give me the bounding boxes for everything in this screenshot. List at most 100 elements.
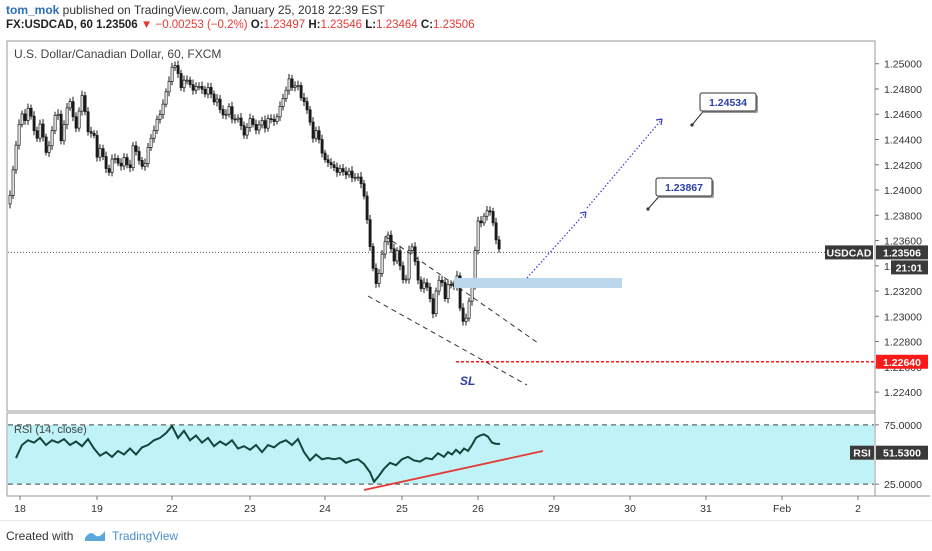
candle-body — [11, 169, 15, 196]
candle-body — [116, 158, 120, 164]
time-tick-label: 30 — [624, 503, 636, 515]
candle-body — [56, 113, 60, 116]
target-callout-1-box — [699, 92, 757, 112]
candle-body — [176, 65, 180, 74]
candle-body — [200, 86, 204, 90]
candle-body — [29, 107, 33, 117]
candle-body — [329, 162, 333, 166]
candle-body — [476, 220, 480, 251]
chart-header: tom_mok published on TradingView.com, Ja… — [0, 0, 932, 38]
candle-body — [245, 127, 249, 136]
candle-body — [206, 87, 210, 95]
time-tick-label: 25 — [396, 503, 408, 515]
price-tick-label: 1.25000 — [884, 59, 922, 71]
candle-body — [122, 157, 126, 167]
candle-body — [155, 118, 159, 132]
candle-body — [146, 147, 150, 164]
last-price-badge — [876, 245, 928, 260]
candle-body — [338, 168, 342, 173]
price-tick-label: 1.22400 — [884, 387, 922, 399]
time-tick-label: 29 — [548, 503, 560, 515]
candle-body — [218, 98, 222, 110]
candle-body — [209, 87, 213, 95]
candle-body — [410, 246, 414, 251]
candle-body — [335, 167, 339, 173]
candle-body — [44, 136, 48, 153]
candle-body — [134, 145, 138, 152]
candle-body — [398, 250, 402, 267]
candle-body — [161, 103, 165, 115]
candle-body — [35, 130, 39, 139]
rsi-value: 51.5300 — [883, 448, 921, 460]
candle-body — [47, 145, 51, 153]
candle-body — [404, 278, 408, 281]
candle-body — [128, 164, 132, 168]
arrowhead-icon — [579, 211, 587, 219]
candle-body — [179, 73, 183, 89]
channel-upper-line — [384, 235, 539, 344]
candle-body — [407, 250, 411, 280]
candle-body — [353, 177, 357, 179]
publish-info: tom_mok published on TradingView.com, Ja… — [6, 3, 385, 17]
candle-body — [221, 109, 225, 116]
candle-body — [296, 85, 300, 87]
candle-body — [65, 107, 69, 126]
axes-layer: 1.25000 1.24800 1.24600 1.24400 1.24200 1.240… — [14, 59, 928, 515]
footer: Created with TradingView — [0, 520, 932, 551]
candle-body — [230, 106, 234, 120]
candle-body — [152, 130, 156, 139]
channel-lower-line — [367, 295, 528, 386]
price-tick-label: 1.24000 — [884, 185, 922, 197]
author-link[interactable]: tom_mok — [6, 3, 60, 17]
candle-body — [464, 317, 468, 322]
arrowhead-icon — [655, 118, 663, 126]
candle-body — [293, 85, 297, 88]
last-price-header: 1.23506 — [96, 19, 138, 31]
down-arrow-icon: ▼ — [140, 19, 153, 31]
candle-body — [242, 125, 246, 136]
candle-body — [362, 183, 366, 197]
candle-body — [125, 157, 129, 166]
rsi-tick-label: 75.0000 — [884, 420, 922, 432]
time-tick-label: 18 — [14, 503, 26, 515]
target-callout-2-label: 1.23867 — [665, 182, 703, 194]
target-callout-2-anchor — [646, 207, 650, 211]
candle-body — [233, 118, 237, 121]
candle-body — [494, 222, 498, 241]
candle-body — [383, 241, 387, 255]
candle-body — [377, 273, 381, 284]
candle-body — [239, 117, 243, 126]
price-series — [8, 60, 501, 326]
candle-body — [392, 248, 396, 262]
candle-body — [80, 95, 84, 112]
candle-body — [308, 109, 312, 123]
candle-body — [422, 282, 426, 289]
candle-body — [323, 152, 327, 161]
chart-title: U.S. Dollar/Canadian Dollar, 60, FXCM — [14, 47, 221, 61]
candle-body — [113, 158, 117, 160]
candle-body — [419, 279, 423, 289]
annotations-layer: SL 1.24534 1.23867 — [8, 92, 874, 388]
candle-body — [344, 171, 348, 176]
candle-body — [26, 107, 30, 121]
candle-body — [488, 210, 492, 213]
tradingview-brand-link[interactable]: TradingView — [112, 529, 179, 543]
candle-body — [401, 265, 405, 281]
candle-body — [212, 93, 216, 103]
candle-body — [83, 95, 87, 113]
price-tick-label: 1.24600 — [884, 109, 922, 121]
symbol-timeframe: FX:USDCAD, 60 — [6, 19, 93, 31]
candle-body — [413, 246, 417, 262]
candle-body — [224, 113, 228, 116]
high-label: H: — [308, 19, 321, 31]
rsi-name-label: RSI — [853, 448, 871, 460]
candle-body — [485, 210, 489, 217]
candle-body — [17, 123, 21, 146]
open-value: 1.23497 — [263, 19, 306, 31]
rsi-title: RSI (14, close) — [14, 424, 87, 436]
candle-body — [74, 116, 78, 129]
price-tick-label: 1.23600 — [884, 236, 922, 248]
candle-body — [287, 78, 291, 91]
candle-body — [416, 261, 420, 281]
